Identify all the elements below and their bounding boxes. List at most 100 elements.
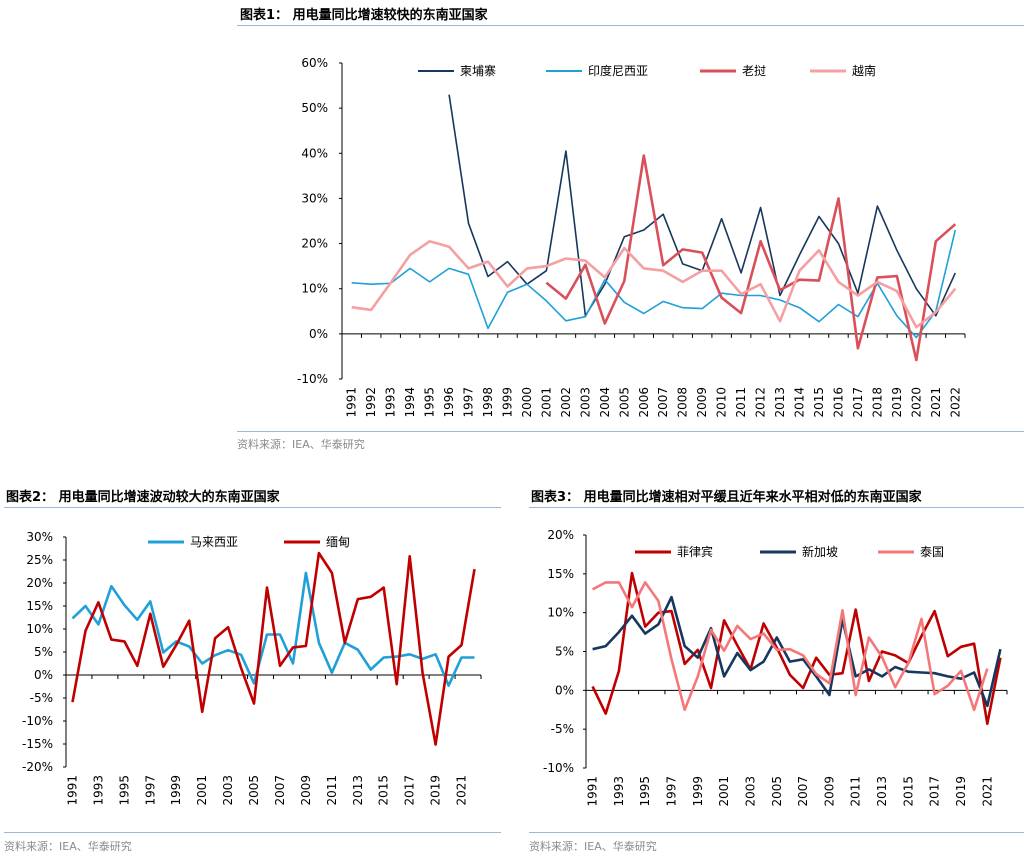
figure1-series-line-2: [545, 154, 957, 362]
figure2-x-tick-label: 1993: [91, 775, 105, 806]
figure3-x-tick-label: 1993: [612, 776, 626, 807]
figure3-legend-label: 新加坡: [802, 544, 838, 559]
figure1-x-tick-label: 2007: [656, 387, 670, 418]
figure2-title: 图表2： 用电量同比增速波动较大的东南亚国家: [6, 486, 280, 505]
figure3-y-tick-label: 15%: [547, 567, 574, 581]
figure2-legend-label: 缅甸: [326, 535, 350, 549]
figure2-x-tick-label: 1995: [117, 775, 131, 806]
figure2-series-1: [71, 551, 476, 746]
figure1-x-tick-label: 2020: [909, 387, 923, 418]
figure1-legend-label: 印度尼西亚: [588, 63, 648, 78]
figure3-x-tick-label: 2009: [822, 776, 836, 807]
figure2-y-tick-label: -5%: [30, 691, 53, 705]
figure1-x-tick-label: 2010: [715, 387, 729, 418]
figure3-x-tick-label: 2011: [849, 776, 863, 807]
figure3-x-tick-label: 1997: [665, 776, 679, 807]
figure1-x-tick-label: 2008: [676, 387, 690, 418]
figure1-x-tick-label: 1992: [364, 387, 378, 418]
figure1-source: 资料来源：IEA、华泰研究: [237, 438, 365, 451]
figure3-source: 资料来源：IEA、华泰研究: [529, 840, 657, 853]
figure3-x-tick-label: 2005: [770, 776, 784, 807]
figure2-x-tick-label: 1999: [169, 775, 183, 806]
figure2-x-tick-label: 2001: [195, 775, 209, 806]
figure2-x-tick-label: 2013: [351, 775, 365, 806]
figure1-series-2: [545, 154, 957, 362]
figure2-y-tick-label: 30%: [26, 530, 53, 544]
figure2-x-tick-label: 2007: [273, 775, 287, 806]
figure1-x-tick-label: 1991: [345, 387, 359, 418]
figure2-source: 资料来源：IEA、华泰研究: [4, 840, 132, 853]
figure2-y-tick-label: 15%: [26, 599, 53, 613]
figure1-y-tick-label: 10%: [301, 282, 328, 296]
figure1-x-tick-label: 2012: [754, 387, 768, 418]
figure1-y-tick-label: -10%: [297, 372, 328, 386]
figure3-x-tick-label: 2017: [928, 776, 942, 807]
figure1-x-tick-label: 2000: [520, 387, 534, 418]
figure3-x-tick-label: 1991: [586, 776, 600, 807]
figure1-heading: 用电量同比增速较快的东南亚国家: [292, 8, 488, 23]
figure3-legend-label: 菲律宾: [677, 544, 713, 559]
figure2-x-tick-label: 2015: [377, 775, 391, 806]
figure2-legend-label: 马来西亚: [190, 535, 238, 549]
figure1-x-tick-label: 2022: [948, 387, 962, 418]
figure3-top-rule: [529, 507, 1024, 508]
figure3-bottom-rule: [529, 832, 1024, 833]
figure2-x-tick-label: 2005: [247, 775, 261, 806]
figure3-series-line-1: [592, 595, 1002, 708]
figure2-y-tick-label: -10%: [22, 714, 53, 728]
figure3-x-tick-label: 2019: [954, 776, 968, 807]
figure2-x-tick-label: 2009: [299, 775, 313, 806]
figure3-y-tick-label: -5%: [551, 722, 574, 736]
figure2-bottom-rule: [4, 832, 501, 833]
figure3-chart: -10% -5% 0% 5% 10% 15% 20% 1991 1993 1995 1997 1999…: [543, 528, 1008, 807]
figure1-y-tick-label: 40%: [301, 146, 328, 160]
figure1-x-tick-label: 2017: [851, 387, 865, 418]
figure2-series-line-1: [71, 551, 476, 746]
figure3-y-tick-label: 0%: [555, 683, 574, 697]
figure2-heading: 用电量同比增速波动较大的东南亚国家: [58, 490, 280, 505]
figure1-x-tick-label: 2006: [637, 387, 651, 418]
figure2-y-tick-label: -15%: [22, 737, 53, 751]
figure2-y-tick-label: -20%: [22, 760, 53, 774]
figure1-y-tick-label: 30%: [301, 191, 328, 205]
figure3-x-tick-label: 2007: [796, 776, 810, 807]
figure1-y-tick-label: 60%: [301, 56, 328, 70]
figure1-x-tick-label: 2003: [578, 387, 592, 418]
figure1-x-tick-label: 1995: [423, 387, 437, 418]
figure2-y-tick-label: 10%: [26, 622, 53, 636]
figure1-y-tick-label: 0%: [309, 327, 328, 341]
figure3-series-1: [592, 595, 1002, 708]
figure3-heading: 用电量同比增速相对平缓且近年来水平相对低的东南亚国家: [583, 490, 922, 505]
figure2-y-tick-label: 0%: [34, 668, 53, 682]
figure1-title: 图表1： 用电量同比增速较快的东南亚国家: [240, 4, 488, 23]
figure2-label: 图表2：: [6, 490, 55, 505]
figure1-x-tick-label: 2004: [598, 387, 612, 418]
figure1-series-line-3: [351, 240, 957, 329]
figure3-y-tick-label: 5%: [555, 645, 574, 659]
figure1-x-tick-label: 1997: [462, 387, 476, 418]
figure2-x-tick-label: 2003: [221, 775, 235, 806]
figure1-y-tick-label: 20%: [301, 237, 328, 251]
figure2-y-tick-label: 5%: [34, 645, 53, 659]
figure1-x-tick-label: 2001: [539, 387, 553, 418]
figure1-bottom-rule: [237, 431, 1024, 432]
figure2-chart: -20% -15% -10% -5% 0% 5% 10% 15% 20% 25% 30% 1991 19…: [22, 530, 482, 806]
figure2-y-tick-label: 25%: [26, 553, 53, 567]
figure3-x-tick-label: 1999: [691, 776, 705, 807]
figure1-x-tick-label: 2013: [773, 387, 787, 418]
figure1-legend-label: 越南: [852, 63, 876, 78]
figure3-x-tick-label: 2001: [717, 776, 731, 807]
figure3-series-line-2: [591, 581, 989, 712]
figure1-x-tick-label: 2011: [734, 387, 748, 418]
figure2-x-tick-label: 2011: [325, 775, 339, 806]
figure1-x-tick-label: 1999: [500, 387, 514, 418]
figure1-label: 图表1：: [240, 8, 289, 23]
figure3-legend-label: 泰国: [920, 545, 944, 559]
figure2-x-tick-label: 2021: [455, 775, 469, 806]
figure3-x-tick-label: 1995: [638, 776, 652, 807]
figure2-x-tick-label: 2019: [429, 775, 443, 806]
figure3-y-tick-label: 20%: [547, 528, 574, 542]
figure1-x-tick-label: 2009: [695, 387, 709, 418]
figure1-y-tick-label: 50%: [301, 101, 328, 115]
